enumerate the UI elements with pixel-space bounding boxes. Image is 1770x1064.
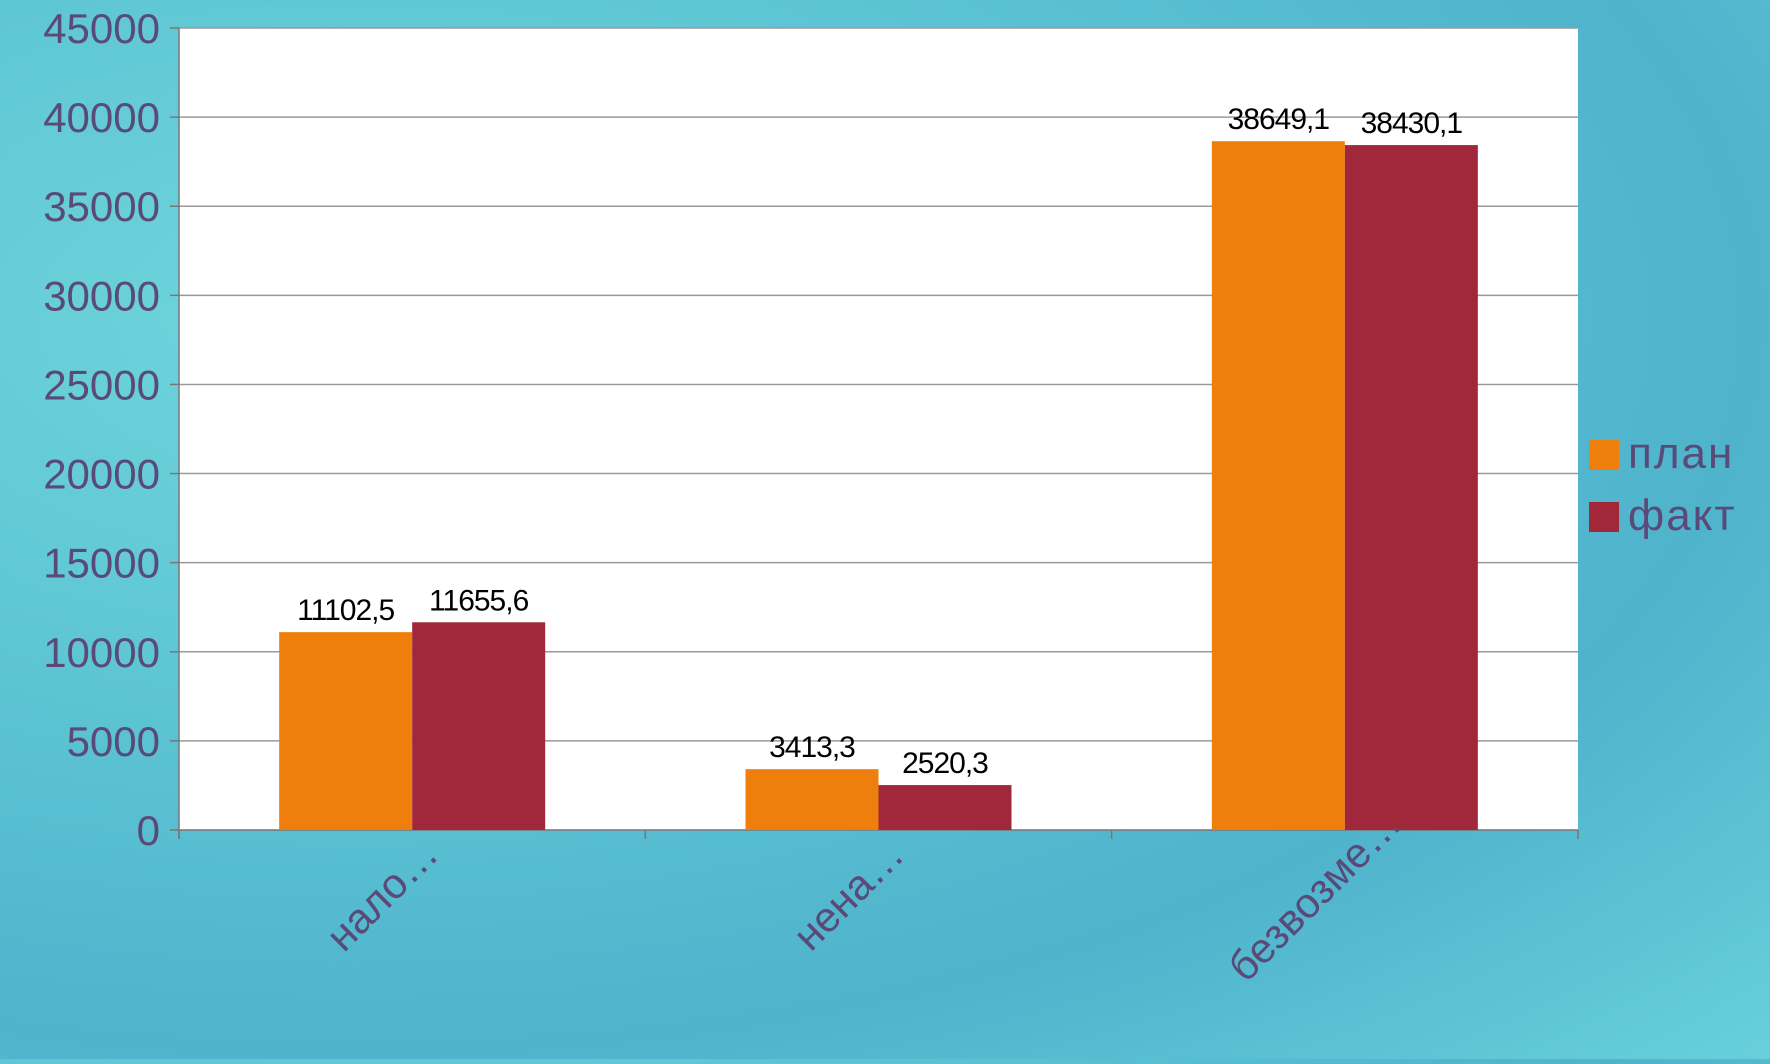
- y-tick-label: 35000: [43, 183, 160, 230]
- y-tick-label: 0: [137, 807, 160, 854]
- legend-label: план: [1628, 429, 1734, 478]
- data-label: 3413,3: [769, 731, 855, 764]
- y-tick-label: 45000: [43, 5, 160, 52]
- y-tick-label: 5000: [67, 718, 160, 765]
- y-tick-label: 30000: [43, 272, 160, 319]
- legend-swatch: [1589, 502, 1619, 532]
- data-label: 11655,6: [429, 584, 529, 617]
- bar: [279, 632, 413, 830]
- x-tick-label: нена…: [784, 830, 913, 959]
- bar: [412, 622, 546, 830]
- x-tick-label: нало…: [317, 830, 447, 960]
- y-tick-label: 25000: [43, 361, 160, 408]
- y-tick-label: 40000: [43, 94, 160, 141]
- legend-swatch: [1589, 440, 1619, 470]
- bar: [1211, 141, 1345, 831]
- data-label: 38649,1: [1228, 103, 1330, 136]
- bar: [878, 785, 1012, 830]
- y-tick-label: 10000: [43, 629, 160, 676]
- bar: [1344, 145, 1478, 831]
- y-tick-label: 15000: [43, 540, 160, 587]
- y-tick-label: 20000: [43, 451, 160, 498]
- data-label: 11102,5: [297, 594, 394, 627]
- bar: [745, 769, 879, 830]
- legend-label: факт: [1628, 491, 1737, 540]
- data-label: 2520,3: [902, 747, 988, 780]
- data-label: 38430,1: [1361, 107, 1463, 140]
